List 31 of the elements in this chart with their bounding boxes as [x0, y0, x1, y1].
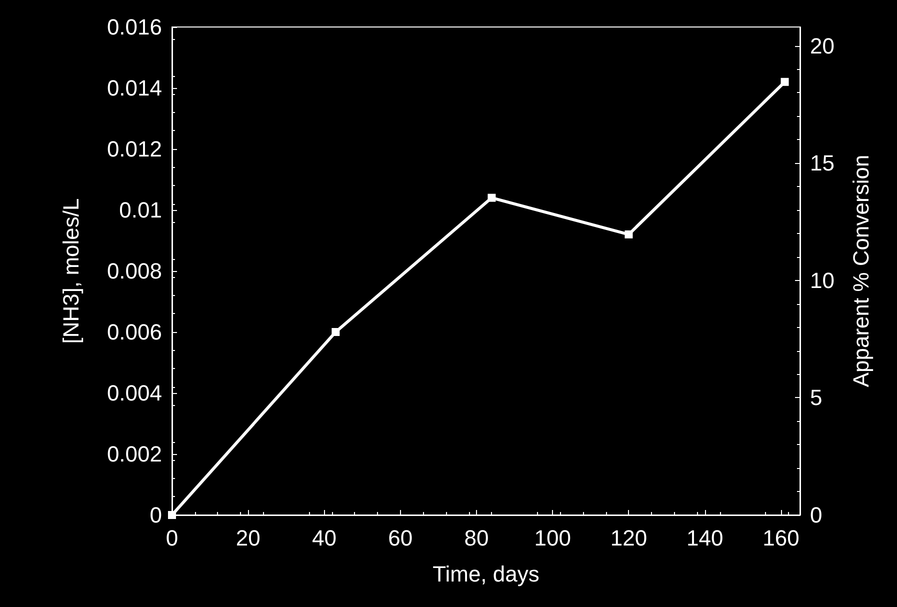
- x-tick-label: 80: [464, 526, 489, 550]
- point: [168, 511, 176, 519]
- y2-tick-label: 5: [810, 385, 822, 410]
- y-tick-label: 0.002: [106, 442, 162, 466]
- point: [332, 328, 340, 336]
- y2-tick-label: 20: [810, 33, 834, 58]
- y2-tick-label: 10: [810, 268, 834, 293]
- point: [780, 78, 789, 86]
- y-tick-label: 0: [150, 502, 162, 528]
- y-tick-label: 0.014: [106, 76, 162, 100]
- y-tick-label: 0.006: [106, 320, 162, 344]
- x-tick-label: 40: [312, 526, 336, 550]
- x-tick-label: 0: [166, 526, 178, 550]
- y-tick-label: 0.004: [106, 380, 162, 406]
- point: [624, 230, 633, 238]
- point: [488, 194, 496, 202]
- y2-tick-label: 15: [810, 150, 834, 176]
- y-tick-label: 0.016: [106, 14, 162, 40]
- y-tick-label: 0.01: [119, 198, 162, 222]
- x-tick-label: 120: [610, 526, 648, 550]
- x-tick-label: 100: [534, 526, 571, 550]
- y-tick-label: 0.008: [106, 258, 162, 284]
- y-tick-label: 0.012: [106, 136, 162, 162]
- x-tick-label: 20: [236, 526, 260, 550]
- y2-axis-title: Apparent % Conversion: [848, 154, 874, 388]
- x-tick-label: 160: [762, 526, 800, 550]
- x-axis-title: Time, days: [432, 562, 540, 586]
- y-axis-title: [NH3], moles/L: [58, 198, 84, 344]
- x-tick-label: 60: [388, 526, 413, 550]
- x-tick-label: 140: [686, 526, 724, 550]
- y2-tick-label: 0: [810, 502, 822, 528]
